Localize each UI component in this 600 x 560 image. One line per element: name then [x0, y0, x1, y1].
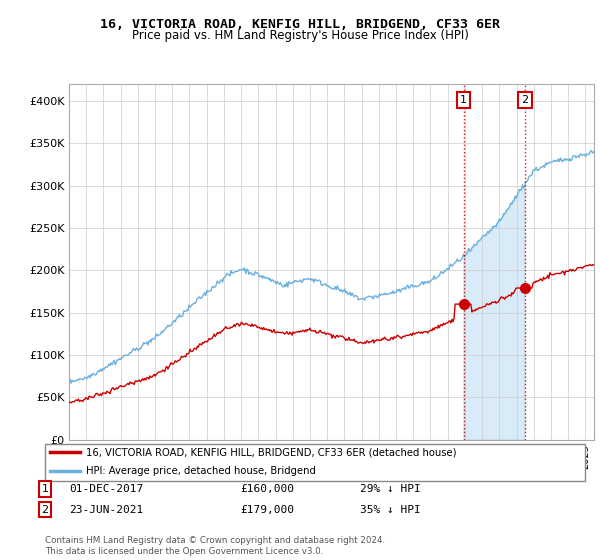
Text: £160,000: £160,000 [240, 484, 294, 494]
Text: 01-DEC-2017: 01-DEC-2017 [69, 484, 143, 494]
Text: 2: 2 [41, 505, 49, 515]
Text: Contains HM Land Registry data © Crown copyright and database right 2024.
This d: Contains HM Land Registry data © Crown c… [45, 536, 385, 556]
Text: 16, VICTORIA ROAD, KENFIG HILL, BRIDGEND, CF33 6ER: 16, VICTORIA ROAD, KENFIG HILL, BRIDGEND… [100, 18, 500, 31]
Text: 2: 2 [521, 95, 529, 105]
Text: 23-JUN-2021: 23-JUN-2021 [69, 505, 143, 515]
FancyBboxPatch shape [45, 444, 585, 481]
Text: HPI: Average price, detached house, Bridgend: HPI: Average price, detached house, Brid… [86, 466, 316, 477]
Text: 29% ↓ HPI: 29% ↓ HPI [360, 484, 421, 494]
Text: 35% ↓ HPI: 35% ↓ HPI [360, 505, 421, 515]
Text: £179,000: £179,000 [240, 505, 294, 515]
Text: 16, VICTORIA ROAD, KENFIG HILL, BRIDGEND, CF33 6ER (detached house): 16, VICTORIA ROAD, KENFIG HILL, BRIDGEND… [86, 447, 456, 458]
Text: Price paid vs. HM Land Registry's House Price Index (HPI): Price paid vs. HM Land Registry's House … [131, 29, 469, 42]
Text: 1: 1 [41, 484, 49, 494]
Text: 1: 1 [460, 95, 467, 105]
